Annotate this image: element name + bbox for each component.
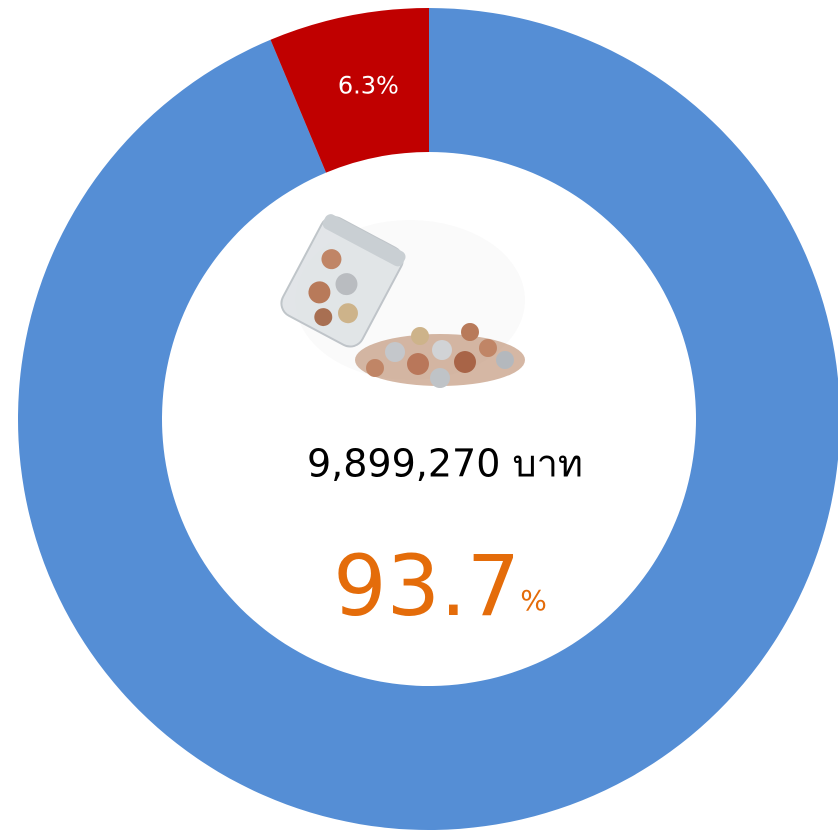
coin-jar-illustration xyxy=(280,214,525,388)
center-text: 9,899,270 บาท xyxy=(307,442,583,486)
pie-slice xyxy=(270,7,429,173)
center-value-unit: % xyxy=(520,584,547,617)
center-value-number: 93.7 xyxy=(333,537,520,635)
slice-label: 6.3% xyxy=(338,72,399,100)
pie-slice xyxy=(18,8,838,830)
center-value: 93.7% xyxy=(333,537,547,635)
